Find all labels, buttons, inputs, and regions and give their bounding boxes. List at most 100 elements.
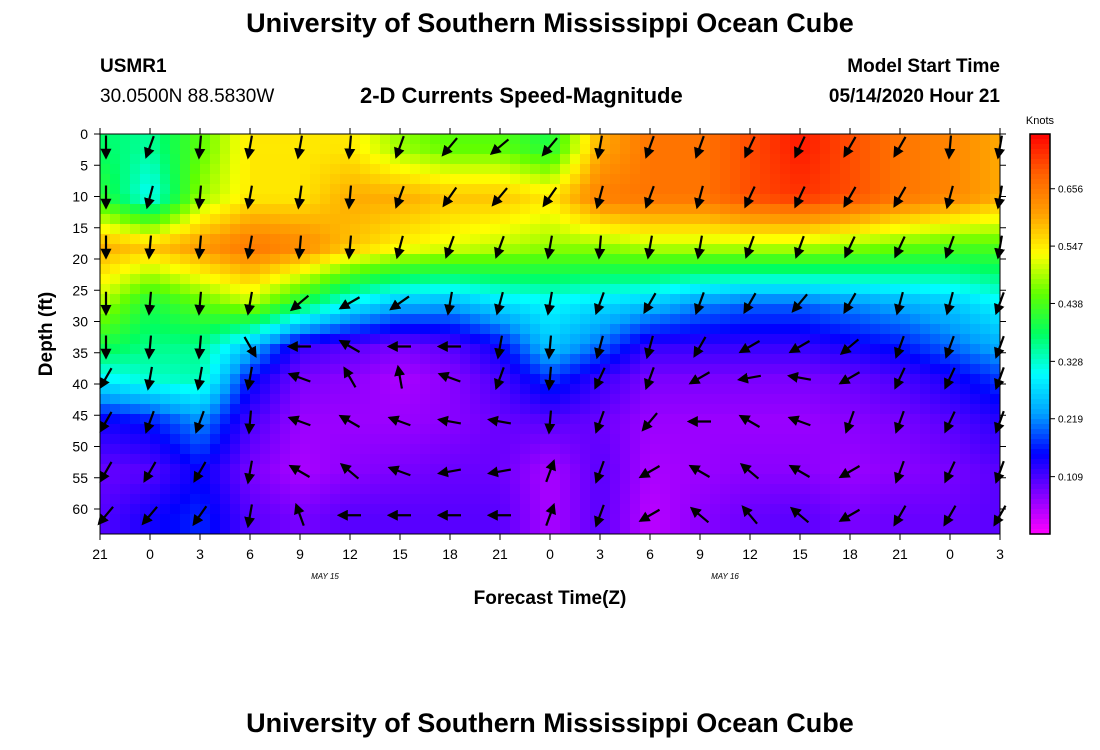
heatmap-cell	[870, 374, 881, 385]
heatmap-cell	[710, 294, 721, 305]
heatmap-cell	[890, 174, 901, 185]
heatmap-cell	[480, 384, 491, 395]
heatmap-cell	[840, 224, 851, 235]
heatmap-cell	[150, 134, 161, 145]
heatmap-cell	[510, 174, 521, 185]
heatmap-cell	[680, 514, 691, 525]
heatmap-cell	[650, 144, 661, 155]
heatmap-cell	[570, 144, 581, 155]
heatmap-cell	[650, 174, 661, 185]
heatmap-cell	[310, 354, 321, 365]
speed-heatmap	[100, 134, 1001, 535]
heatmap-cell	[220, 164, 231, 175]
heatmap-cell	[330, 254, 341, 265]
heatmap-cell	[490, 394, 501, 405]
heatmap-cell	[370, 224, 381, 235]
heatmap-cell	[350, 434, 361, 445]
heatmap-cell	[360, 204, 371, 215]
heatmap-cell	[560, 364, 571, 375]
heatmap-cell	[340, 394, 351, 405]
heatmap-cell	[870, 484, 881, 495]
heatmap-cell	[800, 204, 811, 215]
heatmap-cell	[460, 494, 471, 505]
heatmap-cell	[280, 344, 291, 355]
heatmap-cell	[990, 384, 1001, 395]
heatmap-cell	[450, 264, 461, 275]
heatmap-cell	[350, 304, 361, 315]
heatmap-cell	[100, 314, 111, 325]
current-vector-arrow	[294, 235, 306, 260]
y-tick-label: 20	[72, 251, 88, 267]
heatmap-cell	[310, 334, 321, 345]
heatmap-cell	[950, 474, 961, 485]
heatmap-cell	[120, 234, 131, 245]
heatmap-cell	[660, 264, 671, 275]
heatmap-cell	[190, 494, 201, 505]
heatmap-cell	[870, 224, 881, 235]
heatmap-cell	[630, 264, 641, 275]
heatmap-cell	[370, 204, 381, 215]
heatmap-cell	[320, 254, 331, 265]
heatmap-cell	[700, 154, 711, 165]
heatmap-cell	[960, 504, 971, 515]
heatmap-cell	[210, 204, 221, 215]
heatmap-cell	[160, 454, 171, 465]
heatmap-cell	[920, 324, 931, 335]
heatmap-cell	[100, 464, 111, 475]
heatmap-cell	[180, 134, 191, 145]
heatmap-cell	[930, 154, 941, 165]
heatmap-cell	[100, 484, 111, 495]
heatmap-cell	[380, 414, 391, 425]
heatmap-cell	[100, 324, 111, 335]
heatmap-cell	[440, 454, 451, 465]
heatmap-cell	[230, 394, 241, 405]
heatmap-cell	[640, 454, 651, 465]
heatmap-cell	[710, 244, 721, 255]
heatmap-cell	[370, 354, 381, 365]
heatmap-cell	[600, 214, 611, 225]
heatmap-cell	[410, 344, 421, 355]
heatmap-cell	[520, 194, 531, 205]
heatmap-cell	[650, 414, 661, 425]
heatmap-cell	[790, 294, 801, 305]
heatmap-cell	[690, 474, 701, 485]
heatmap-cell	[530, 134, 541, 145]
heatmap-cell	[410, 464, 421, 475]
heatmap-cell	[670, 284, 681, 295]
heatmap-cell	[520, 314, 531, 325]
heatmap-cell	[430, 164, 441, 175]
heatmap-cell	[570, 514, 581, 525]
heatmap-cell	[170, 514, 181, 525]
heatmap-cell	[840, 354, 851, 365]
heatmap-cell	[160, 144, 171, 155]
heatmap-cell	[480, 324, 491, 335]
heatmap-cell	[630, 424, 641, 435]
current-vector-arrow	[638, 508, 661, 522]
heatmap-cell	[360, 454, 371, 465]
heatmap-cell	[570, 414, 581, 425]
heatmap-cell	[510, 134, 521, 145]
heatmap-cell	[750, 484, 761, 495]
heatmap-cell	[710, 144, 721, 155]
heatmap-cell	[520, 304, 531, 315]
heatmap-cell	[730, 514, 741, 525]
heatmap-cell	[370, 134, 381, 145]
heatmap-cell	[690, 394, 701, 405]
heatmap-cell	[640, 354, 651, 365]
heatmap-cell	[730, 194, 741, 205]
heatmap-cell	[240, 524, 251, 535]
heatmap-cell	[240, 214, 251, 225]
heatmap-cell	[260, 154, 271, 165]
heatmap-cell	[100, 434, 111, 445]
heatmap-cell	[760, 184, 771, 195]
heatmap-cell	[400, 314, 411, 325]
heatmap-cell	[900, 394, 911, 405]
heatmap-cell	[120, 444, 131, 455]
heatmap-cell	[200, 394, 211, 405]
heatmap-cell	[520, 154, 531, 165]
heatmap-cell	[730, 474, 741, 485]
heatmap-cell	[530, 244, 541, 255]
heatmap-cell	[710, 164, 721, 175]
heatmap-cell	[400, 254, 411, 265]
heatmap-cell	[180, 434, 191, 445]
